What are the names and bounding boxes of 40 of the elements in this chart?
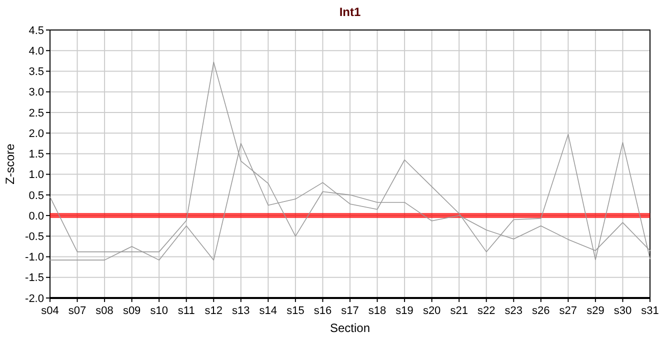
x-tick-label: s11 (178, 305, 195, 317)
x-tick-label: s23 (504, 305, 523, 317)
x-tick-label: s22 (477, 305, 496, 317)
x-tick-label: s27 (559, 305, 578, 317)
x-tick-label: s30 (614, 305, 632, 317)
x-tick-label: s16 (314, 305, 332, 317)
x-tick-label: s18 (368, 305, 386, 317)
y-tick-label: 4.0 (28, 45, 44, 58)
x-tick-label: s31 (641, 305, 659, 317)
x-tick-label: s29 (586, 305, 604, 317)
y-tick-label: 0.0 (28, 210, 44, 222)
x-tick-label: s09 (122, 305, 141, 317)
y-tick-label: 1.0 (28, 169, 44, 182)
x-tick-label: s15 (286, 305, 304, 317)
x-tick-label: s17 (341, 305, 359, 317)
y-axis-title: Z-score (3, 143, 17, 184)
y-tick-label: 1.5 (28, 148, 44, 161)
chart-title: Int1 (339, 5, 361, 19)
x-tick-label: s10 (150, 305, 168, 317)
y-tick-label: -1.0 (25, 252, 44, 264)
x-tick-label: s21 (450, 305, 468, 317)
y-tick-label: -0.5 (25, 231, 44, 244)
x-tick-label: s13 (232, 305, 250, 317)
y-tick-label: 2.0 (28, 128, 44, 140)
x-tick-label: s12 (204, 305, 223, 317)
y-tick-label: 4.5 (28, 24, 44, 37)
x-tick-label: s26 (532, 305, 550, 317)
y-tick-label: -1.5 (25, 272, 44, 284)
y-tick-label: -2.0 (25, 292, 44, 305)
x-axis-title: Section (330, 321, 370, 335)
y-tick-label: 3.5 (28, 66, 44, 78)
x-tick-label: s14 (259, 305, 278, 317)
y-tick-label: 3.0 (28, 86, 44, 99)
x-tick-label: s07 (68, 305, 86, 317)
y-tick-label: 2.5 (28, 107, 44, 120)
x-tick-label: s04 (41, 305, 59, 317)
x-tick-label: s19 (396, 305, 414, 317)
x-tick-label: s20 (422, 305, 441, 317)
x-tick-label: s08 (96, 305, 114, 317)
y-tick-label: 0.5 (28, 190, 44, 202)
